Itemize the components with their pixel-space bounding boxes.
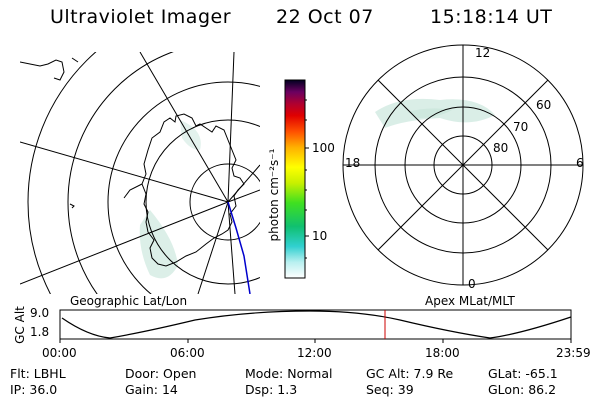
- gain-field: Gain: 14: [125, 382, 178, 397]
- colorbar: [284, 79, 306, 279]
- coastline: [141, 113, 245, 267]
- filter-field: Flt: LBHL: [10, 366, 66, 381]
- glat-value: -65.1: [525, 366, 558, 381]
- glat-field: GLat: -65.1: [488, 366, 558, 381]
- lat-circle: [145, 119, 260, 285]
- timeline-ylabel: GC Alt: [13, 306, 27, 344]
- meridians: [20, 52, 260, 294]
- mode-value: Normal: [287, 366, 333, 381]
- seq-value: 39: [397, 382, 414, 397]
- geo-panel-label: Geographic Lat/Lon: [70, 294, 188, 308]
- door-value: Open: [163, 366, 197, 381]
- seq-field: Seq: 39: [366, 382, 414, 397]
- glon-value: 86.2: [528, 382, 557, 397]
- mlat-label-70: 70: [513, 120, 529, 134]
- dsp-value: 1.3: [277, 382, 298, 397]
- lat-circle: [27, 52, 97, 294]
- date-label: 22 Oct 07: [276, 6, 374, 28]
- mlt-label-6: 6: [576, 156, 584, 170]
- time-label: 15:18:14 UT: [430, 6, 553, 28]
- timeline-xtick: 06:00: [170, 346, 205, 360]
- geographic-map: [20, 52, 260, 294]
- gc-alt-field: GC Alt: 7.9 Re: [366, 366, 454, 381]
- lat-circle: [107, 81, 260, 294]
- dsp-field: Dsp: 1.3: [245, 382, 298, 397]
- filter-value: LBHL: [33, 366, 66, 381]
- lat-circle: [67, 52, 174, 294]
- timeline-ticks: [59, 339, 572, 343]
- mlat-label-60: 60: [536, 98, 552, 112]
- timeline-ytick-min: 1.8: [30, 325, 50, 339]
- door-field: Door: Open: [125, 366, 197, 381]
- apex-panel-label: Apex MLat/MLT: [425, 294, 515, 308]
- colorbar-ticks: [305, 99, 309, 259]
- mlt-label-0: 0: [468, 277, 476, 291]
- colorbar-unit-label: photon cm⁻²s⁻¹: [267, 148, 281, 242]
- glon-field: GLon: 86.2: [488, 382, 557, 397]
- mlt-label-18: 18: [345, 156, 361, 170]
- timeline-ytick-max: 9.0: [30, 306, 50, 320]
- coastline-fragment: [20, 59, 65, 81]
- gain-value: 14: [161, 382, 178, 397]
- gc-alt-value: 7.9 Re: [413, 366, 454, 381]
- timeline-xtick: 23:59: [556, 346, 591, 360]
- orbit-track: [227, 201, 251, 294]
- timeline-xtick: 00:00: [42, 346, 77, 360]
- apex-polar-plot: [342, 44, 584, 286]
- ip-value: 36.0: [29, 382, 58, 397]
- instrument-title: Ultraviolet Imager: [50, 6, 232, 28]
- ip-field: IP: 36.0: [10, 382, 58, 397]
- mlt-spokes: [343, 45, 583, 285]
- aurora-haze-geo: [139, 210, 178, 279]
- colorbar-tick-10: 10: [312, 229, 328, 243]
- colorbar-tick-100: 100: [312, 141, 335, 155]
- timeline-frame: [59, 309, 572, 340]
- timeline-xtick: 18:00: [425, 346, 460, 360]
- mode-field: Mode: Normal: [245, 366, 333, 381]
- timeline-xtick: 12:00: [297, 346, 332, 360]
- mlat-label-80: 80: [493, 141, 509, 155]
- mlt-label-12: 12: [475, 46, 491, 60]
- altitude-curve: [61, 310, 572, 339]
- lat-circle: [189, 163, 260, 241]
